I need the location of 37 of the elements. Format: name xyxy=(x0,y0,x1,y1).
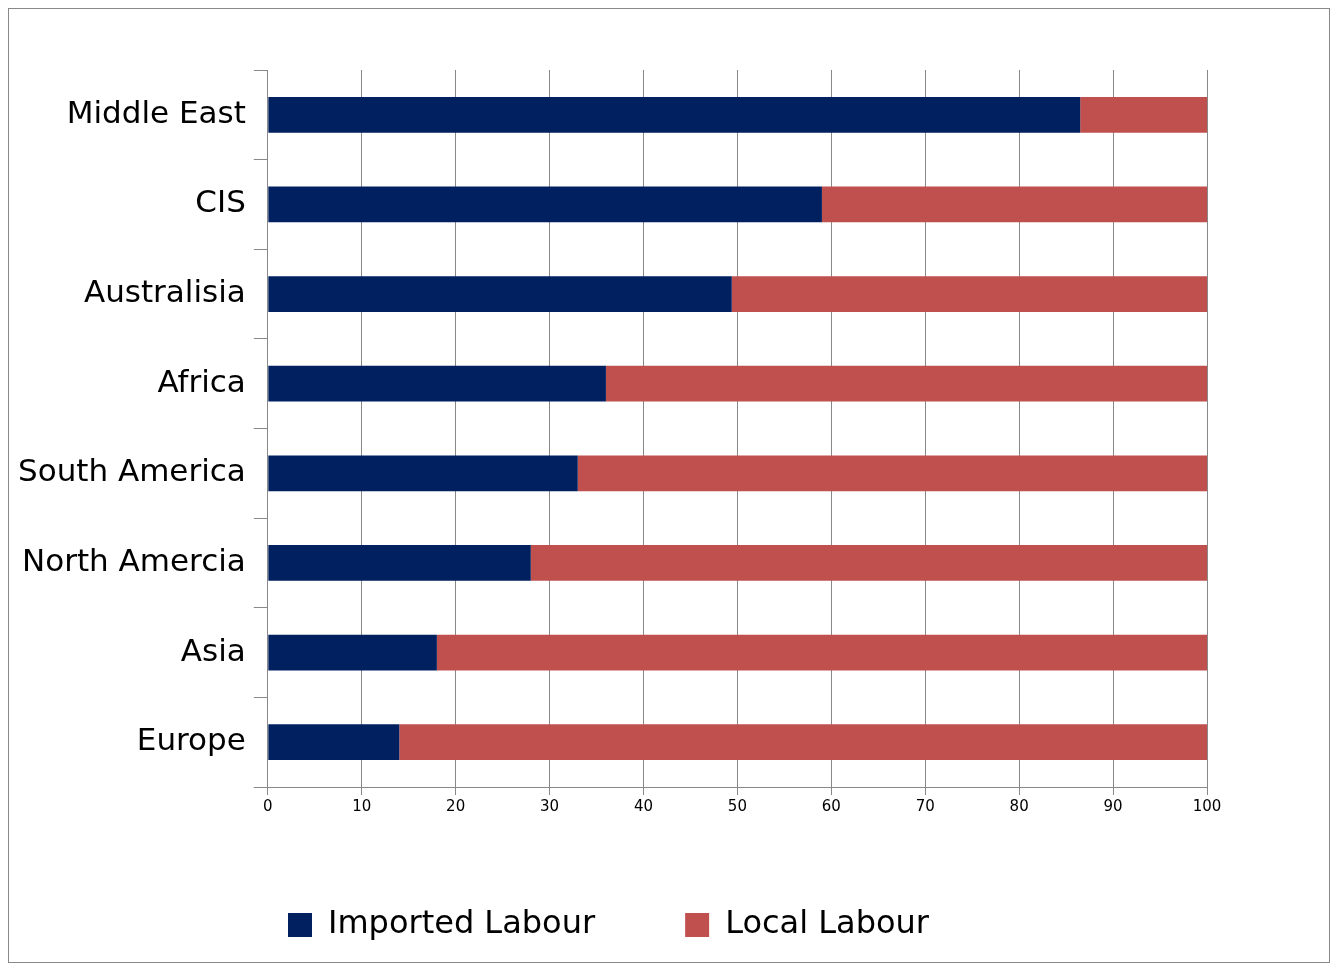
y-tick-label: Africa xyxy=(157,362,246,399)
x-tick-label: 20 xyxy=(446,796,466,815)
legend-label: Local Labour xyxy=(725,903,930,942)
x-tick-label: 10 xyxy=(352,796,372,815)
y-tick-label: Europe xyxy=(136,721,246,758)
y-tick-label: CIS xyxy=(195,183,246,220)
x-tick-label: 70 xyxy=(915,796,935,815)
bar xyxy=(436,634,1207,671)
x-tick-label: 50 xyxy=(727,796,747,815)
x-tick-label: 90 xyxy=(1103,796,1123,815)
bar xyxy=(577,455,1207,492)
bar xyxy=(268,96,1081,133)
y-tick-label: Asia xyxy=(180,631,246,668)
legend-label: Imported Labour xyxy=(327,903,596,942)
x-tick-label: 40 xyxy=(633,796,654,815)
x-tick-label: 30 xyxy=(540,796,560,815)
x-tick-label: 80 xyxy=(1009,796,1029,815)
bar xyxy=(268,545,531,581)
bar xyxy=(821,186,1207,223)
bar xyxy=(268,724,400,761)
bar xyxy=(605,365,1207,402)
y-tick-label: Middle East xyxy=(66,93,246,130)
bar xyxy=(731,276,1207,312)
x-tick-label: 60 xyxy=(821,796,841,815)
bar xyxy=(399,724,1207,761)
x-tick-label: 100 xyxy=(1192,796,1222,815)
bar xyxy=(268,634,437,671)
bar xyxy=(268,365,606,402)
bar xyxy=(268,186,822,223)
bar xyxy=(1080,96,1207,133)
y-tick-label: North Amercia xyxy=(22,541,246,578)
bar xyxy=(268,455,578,492)
y-tick-label: Australisia xyxy=(83,273,246,310)
bar xyxy=(530,545,1207,581)
x-tick-label: 0 xyxy=(263,796,273,815)
bar xyxy=(268,276,732,312)
y-tick-label: South America xyxy=(17,452,246,489)
